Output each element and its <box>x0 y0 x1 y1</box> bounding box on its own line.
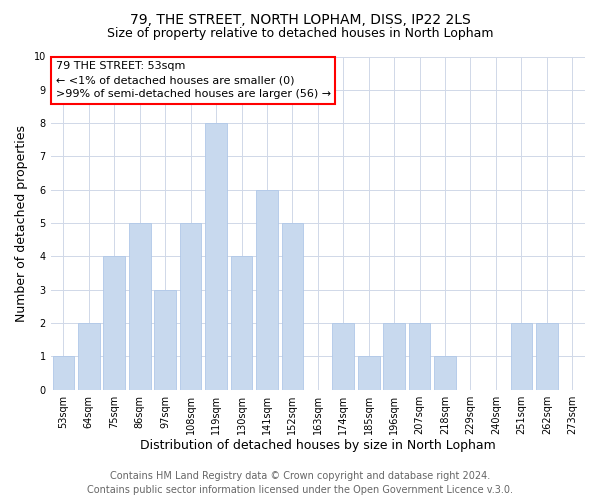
Text: 79 THE STREET: 53sqm
← <1% of detached houses are smaller (0)
>99% of semi-detac: 79 THE STREET: 53sqm ← <1% of detached h… <box>56 62 331 100</box>
Bar <box>281 223 303 390</box>
Bar <box>180 223 202 390</box>
Y-axis label: Number of detached properties: Number of detached properties <box>15 124 28 322</box>
Bar <box>256 190 278 390</box>
Bar <box>358 356 380 390</box>
Text: 79, THE STREET, NORTH LOPHAM, DISS, IP22 2LS: 79, THE STREET, NORTH LOPHAM, DISS, IP22… <box>130 12 470 26</box>
Bar <box>205 123 227 390</box>
Bar <box>230 256 253 390</box>
Bar <box>434 356 456 390</box>
Bar <box>536 323 557 390</box>
Bar <box>129 223 151 390</box>
Bar <box>103 256 125 390</box>
Bar <box>154 290 176 390</box>
X-axis label: Distribution of detached houses by size in North Lopham: Distribution of detached houses by size … <box>140 440 496 452</box>
Text: Contains HM Land Registry data © Crown copyright and database right 2024.
Contai: Contains HM Land Registry data © Crown c… <box>87 471 513 495</box>
Bar <box>383 323 405 390</box>
Bar <box>332 323 354 390</box>
Bar <box>78 323 100 390</box>
Text: Size of property relative to detached houses in North Lopham: Size of property relative to detached ho… <box>107 28 493 40</box>
Bar <box>511 323 532 390</box>
Bar <box>53 356 74 390</box>
Bar <box>409 323 430 390</box>
